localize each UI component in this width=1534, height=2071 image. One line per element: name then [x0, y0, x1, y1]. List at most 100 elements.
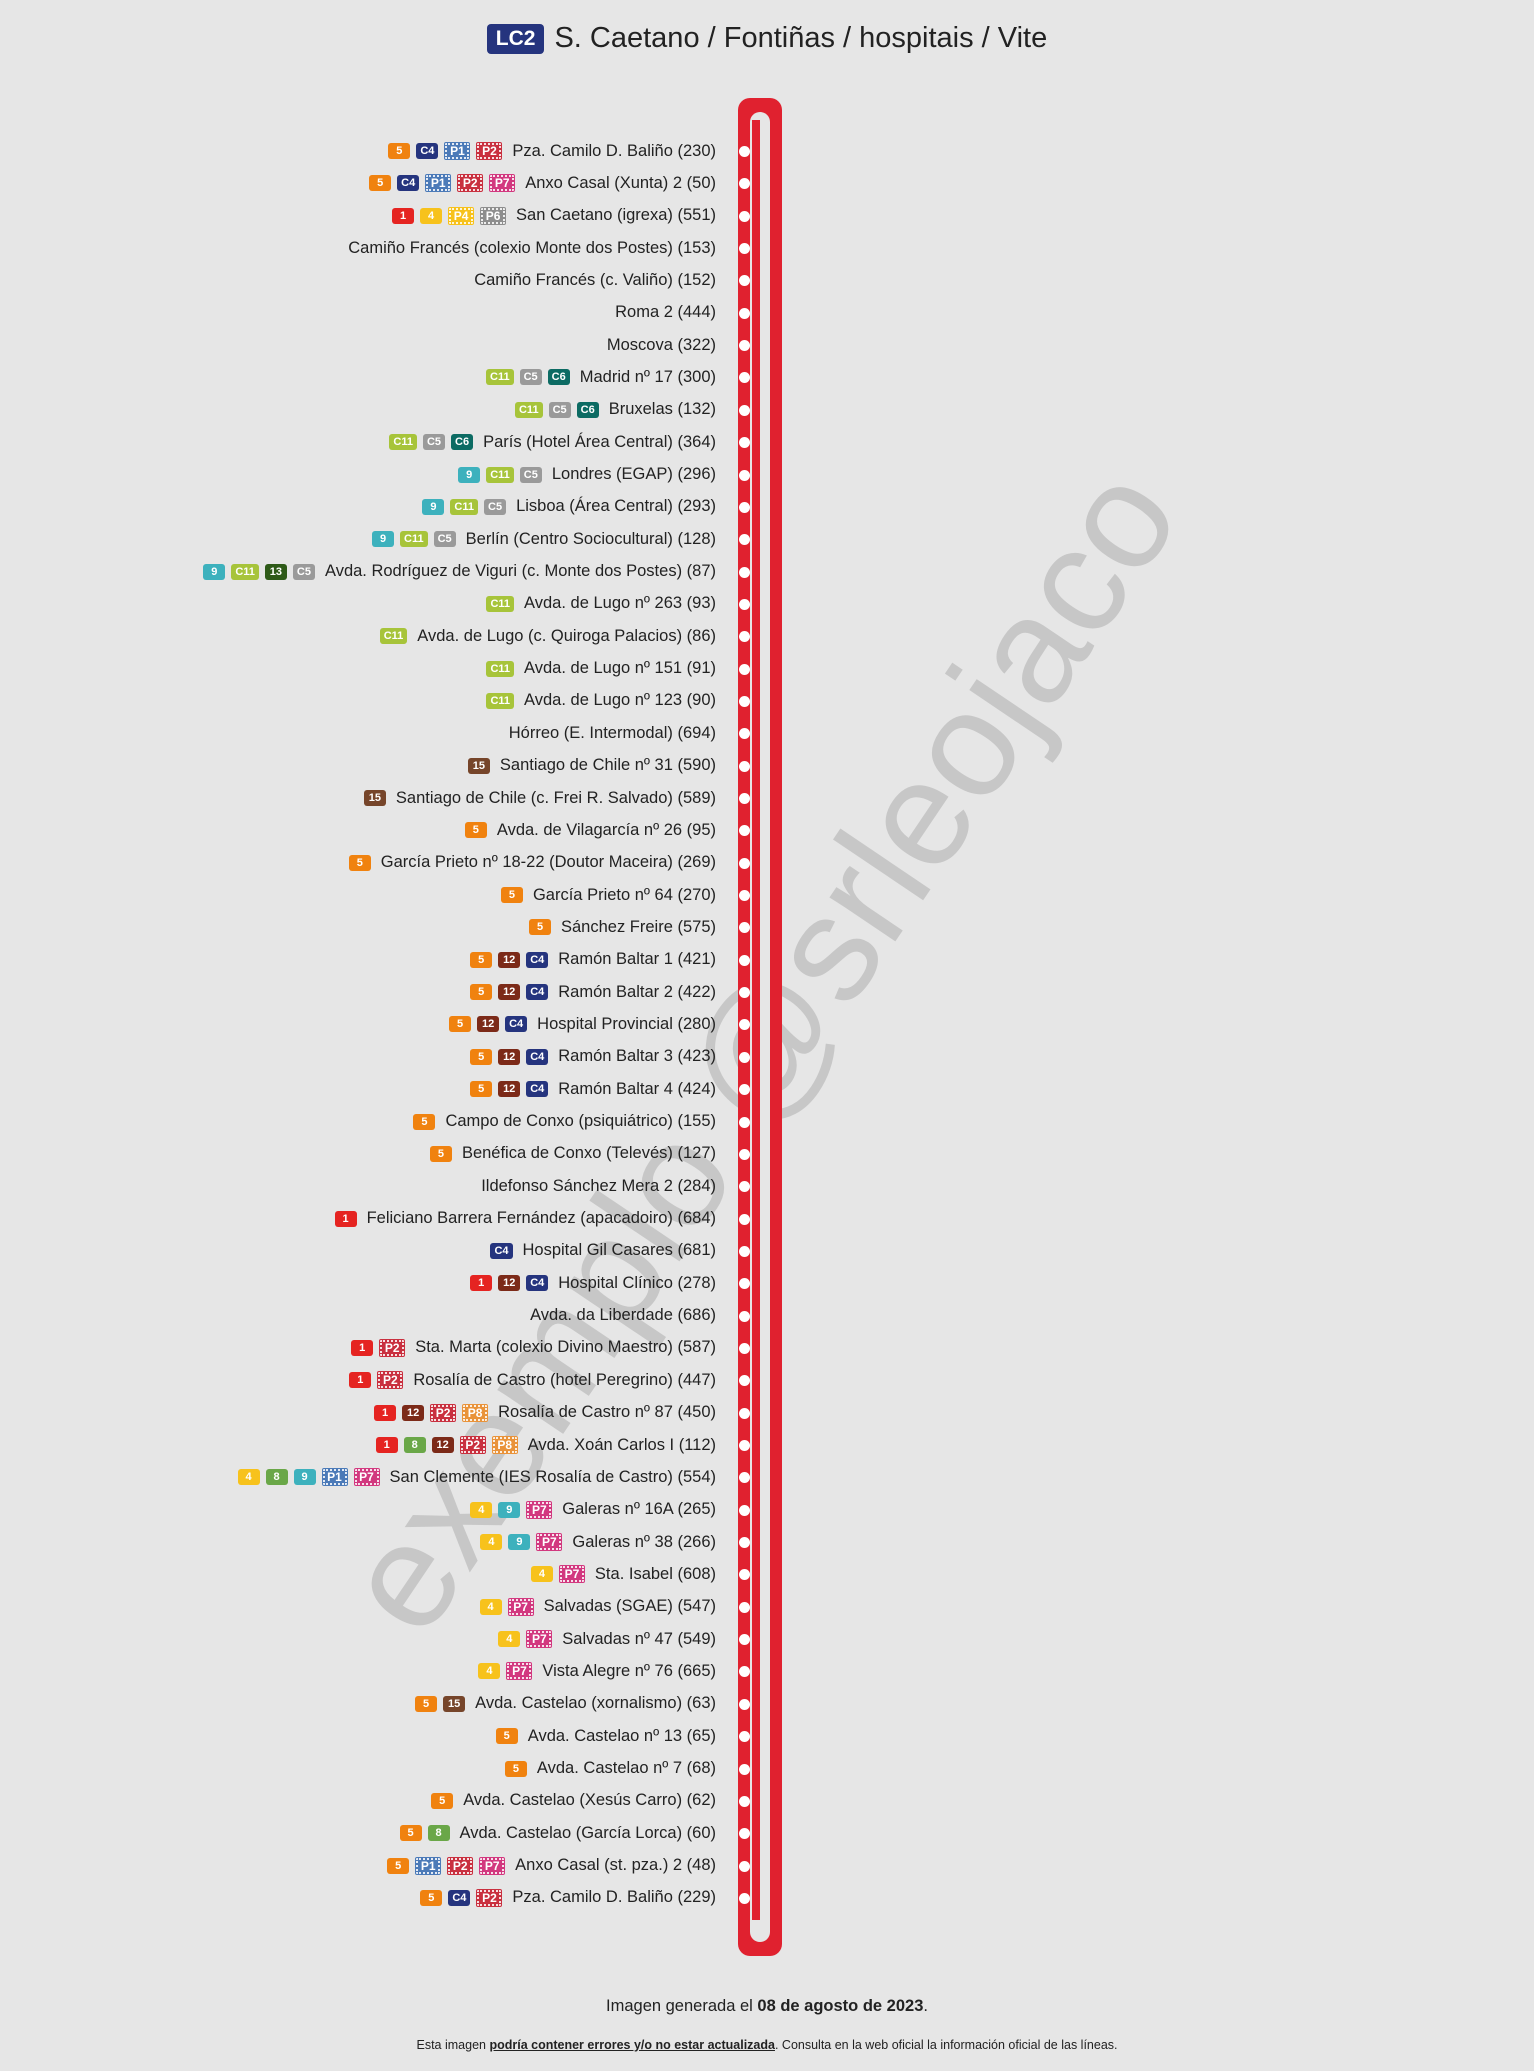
line-badge: P1: [444, 142, 471, 160]
line-badge: C5: [484, 498, 507, 515]
line-badge: 5: [504, 1760, 527, 1777]
stop-dot: [739, 1278, 750, 1290]
stop-row: 5 García Prieto nº 64 (270): [500, 883, 716, 907]
line-badge: 4: [237, 1469, 260, 1486]
stop-dot: [739, 695, 750, 707]
line-badge: P7: [507, 1597, 534, 1616]
line-badge: P2: [459, 1436, 486, 1454]
stop-dot: [739, 598, 750, 610]
stop-name: Hórreo (E. Intermodal) (694): [508, 723, 716, 742]
stop-dot: [739, 1407, 750, 1419]
line-badge: 1: [375, 1437, 398, 1453]
stop-dot: [739, 469, 750, 481]
stop-name: Hospital Clínico (278): [558, 1273, 716, 1292]
stop-dot: [739, 1795, 750, 1807]
line-badge: C4: [526, 1275, 549, 1292]
stop-name: Galeras nº 38 (266): [572, 1532, 716, 1551]
stop-row: Hórreo (E. Intermodal) (694): [505, 721, 716, 745]
stop-dot: [739, 825, 750, 837]
stop-row: 1 4 P4 P6 San Caetano (igrexa) (551): [392, 204, 716, 228]
stop-row: 5 C4 P1 P2 P7 Anxo Casal (Xunta) 2 (50): [369, 171, 716, 195]
line-code-badge: LC2: [486, 23, 545, 54]
line-badge: P1: [425, 174, 452, 193]
line-badge: 5: [348, 854, 371, 871]
line-badge: 1: [351, 1339, 374, 1356]
line-badge: 8: [427, 1825, 450, 1842]
stop-dot: [739, 1828, 750, 1840]
stop-dot: [739, 1892, 750, 1904]
line-badge: P8: [462, 1403, 489, 1422]
line-badge: P1: [415, 1856, 442, 1875]
stop-name: Santiago de Chile nº 31 (590): [499, 756, 716, 775]
stop-dot: [739, 146, 750, 157]
stop-name: Lisboa (Área Central) (293): [516, 497, 716, 516]
line-badge: C4: [416, 143, 439, 159]
stop-row: 5 12 C4 Ramón Baltar 1 (421): [470, 948, 716, 972]
stop-name: Avda. Castelao (García Lorca) (60): [459, 1823, 716, 1842]
line-badge: C4: [448, 1889, 471, 1906]
line-badge: C4: [526, 1081, 549, 1098]
stop-row: 9 C11 C5 Lisboa (Área Central) (293): [422, 495, 716, 519]
line-badge: 1: [392, 207, 415, 224]
stop-name: París (Hotel Área Central) (364): [483, 432, 716, 451]
line-badge: 12: [431, 1437, 454, 1453]
line-badge: 5: [470, 984, 493, 1001]
stop-dot: [739, 566, 750, 578]
stop-row: 5 12 C4 Ramón Baltar 2 (422): [470, 980, 716, 1004]
stop-row: 1 P2 Rosalía de Castro (hotel Peregrino) (…: [349, 1368, 716, 1392]
line-badge: P7: [526, 1500, 553, 1519]
stop-name: Salvadas nº 47 (549): [562, 1629, 716, 1648]
stop-name: Londres (EGAP) (296): [551, 465, 716, 483]
line-badge: P2: [476, 142, 503, 160]
generated-suffix: .: [923, 1997, 928, 2015]
stop-dot: [739, 793, 750, 804]
line-badge: C5: [519, 466, 542, 483]
stop-row: Avda. da Liberdade (686): [526, 1304, 716, 1328]
stop-dot: [739, 1084, 750, 1096]
stop-dot: [739, 1245, 750, 1257]
line-badge: C11: [486, 595, 515, 612]
line-badge: 9: [508, 1534, 531, 1551]
stop-dot: [739, 404, 750, 416]
stop-dot: [739, 728, 750, 740]
line-badge: P2: [430, 1403, 457, 1422]
stop-row: 9 C11 C5 Londres (EGAP) (296): [458, 463, 716, 487]
stop-dot: [739, 954, 750, 966]
line-badge: 1: [334, 1210, 357, 1227]
line-badge: 4: [470, 1501, 493, 1518]
stop-row: C11 C5 C6 París (Hotel Área Central) (364): [389, 430, 716, 454]
stop-name: Avda. Castelao (xornalismo) (63): [475, 1694, 716, 1713]
stop-name: Avda. de Lugo nº 151 (91): [524, 659, 716, 678]
line-badge: 5: [495, 1728, 518, 1745]
line-badge: P2: [447, 1856, 474, 1875]
line-badge: C11: [379, 628, 408, 645]
stop-row: 5 Benéfica de Conxo (Televés) (127): [429, 1142, 716, 1166]
stop-row: 15 Santiago de Chile nº 31 (590): [467, 754, 716, 778]
stop-dot: [739, 1440, 750, 1451]
stop-row: 1 Feliciano Barrera Fernández (apacadoiro…: [334, 1207, 716, 1231]
line-badge: 9: [293, 1469, 316, 1486]
stop-dot: [739, 857, 750, 869]
stop-name: Salvadas (SGAE) (547): [543, 1597, 716, 1616]
line-badge: C4: [490, 1242, 513, 1259]
line-badge: C11: [400, 531, 428, 548]
stop-dot: [739, 243, 750, 255]
stop-name: San Caetano (igrexa) (551): [516, 206, 716, 225]
stop-dot: [739, 1860, 750, 1872]
stop-name: Avda. de Lugo nº 263 (93): [524, 594, 716, 613]
stop-dot: [739, 534, 750, 546]
stop-name: Roma 2 (444): [615, 303, 716, 322]
stop-name: Benéfica de Conxo (Televés) (127): [461, 1144, 716, 1163]
line-badge: P1: [321, 1468, 348, 1487]
line-badge: P7: [353, 1468, 380, 1487]
stop-name: Avda. da Liberdade (686): [530, 1306, 716, 1325]
line-badge: 12: [498, 1048, 521, 1065]
stop-row: 4 9 P7 Galeras nº 16A (265): [470, 1498, 716, 1522]
line-badge: C4: [526, 984, 549, 1001]
stop-dot: [739, 1634, 750, 1646]
stop-row: C11 C5 C6 Bruxelas (132): [514, 398, 716, 422]
line-badge: 1: [374, 1404, 397, 1421]
line-badge: P6: [480, 206, 507, 225]
stop-row: C11 Avda. de Lugo nº 151 (91): [486, 657, 716, 681]
stop-name: Rosalía de Castro (hotel Peregrino) (447…: [413, 1370, 716, 1389]
